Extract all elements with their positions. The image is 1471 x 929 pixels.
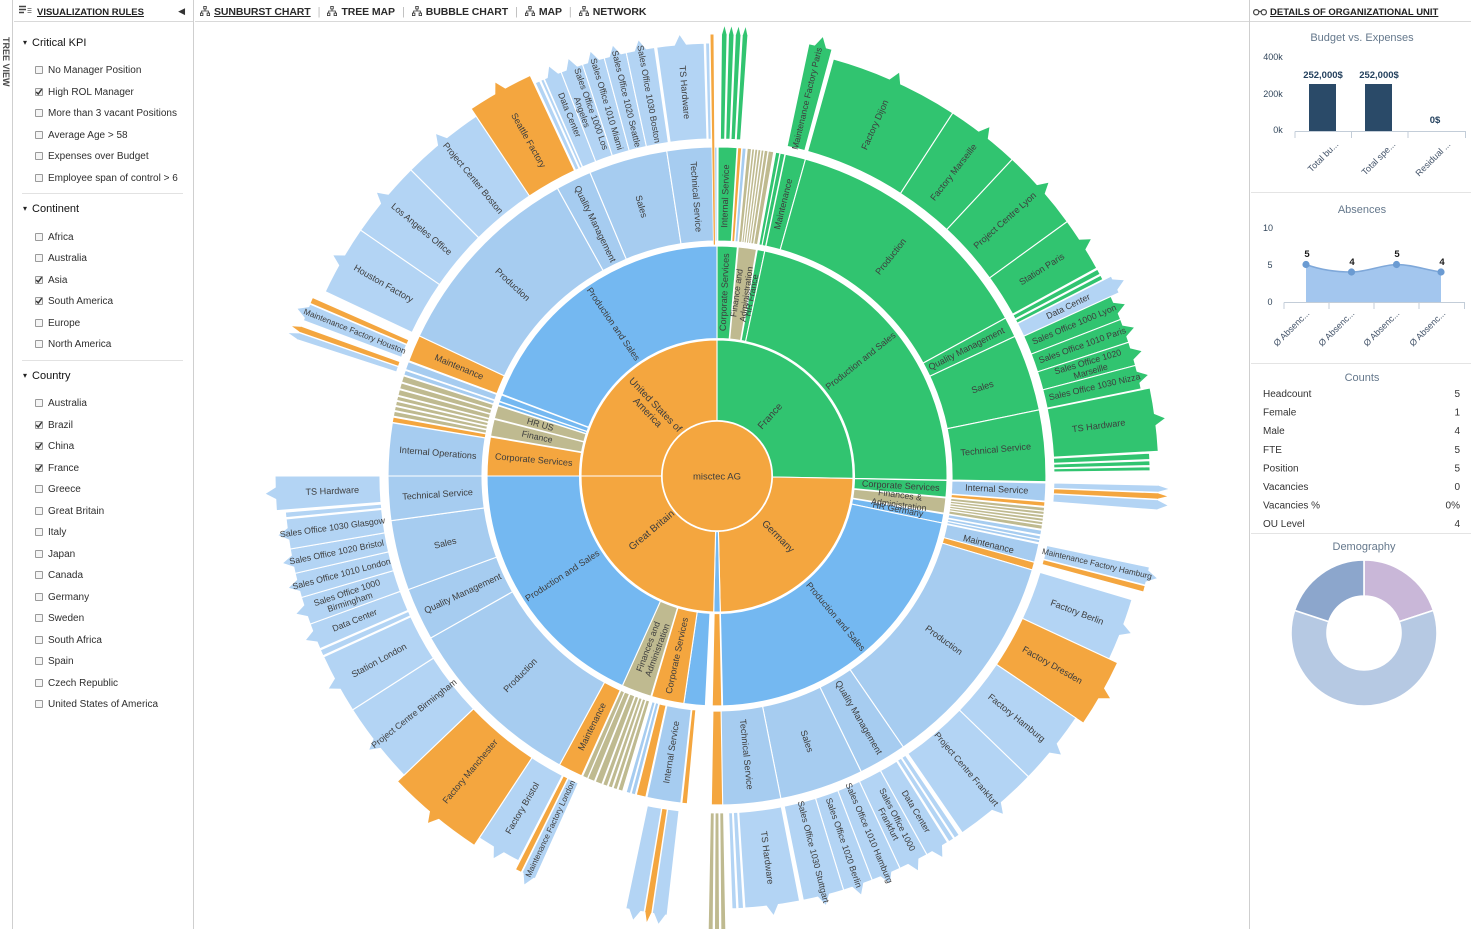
svg-text:OU Level: OU Level	[1263, 519, 1305, 530]
svg-text:5: 5	[1454, 389, 1460, 400]
svg-text:252,000$: 252,000$	[1359, 70, 1399, 81]
svg-text:200k: 200k	[1263, 89, 1283, 99]
svg-text:Ø Absenc...: Ø Absenc...	[1316, 308, 1356, 348]
svg-text:5: 5	[1394, 249, 1400, 260]
svg-text:Total bu...: Total bu...	[1306, 139, 1341, 174]
svg-text:5: 5	[1304, 249, 1310, 260]
svg-text:Total spe...: Total spe...	[1360, 139, 1398, 177]
svg-text:Residual ...: Residual ...	[1414, 139, 1453, 178]
svg-text:5: 5	[1267, 260, 1272, 270]
svg-text:4: 4	[1439, 257, 1445, 268]
svg-text:FTE: FTE	[1263, 445, 1282, 456]
svg-text:Ø Absenc...: Ø Absenc...	[1271, 308, 1311, 348]
svg-text:Position: Position	[1263, 463, 1299, 474]
svg-text:TS Hardware: TS Hardware	[305, 485, 359, 497]
svg-text:Internal Service: Internal Service	[719, 164, 731, 227]
svg-text:Budget vs. Expenses: Budget vs. Expenses	[1310, 32, 1414, 44]
svg-text:1: 1	[1454, 408, 1460, 419]
svg-text:Corporate Services: Corporate Services	[718, 253, 731, 332]
svg-text:0: 0	[1267, 297, 1272, 307]
svg-text:Corporate Services: Corporate Services	[862, 479, 941, 493]
svg-text:Internal Service: Internal Service	[965, 483, 1029, 496]
svg-text:4: 4	[1454, 426, 1460, 437]
svg-text:misctec AG: misctec AG	[693, 472, 741, 483]
svg-text:Demography: Demography	[1333, 541, 1396, 553]
svg-text:5: 5	[1454, 445, 1460, 456]
svg-text:Vacancies: Vacancies	[1263, 482, 1308, 493]
svg-text:0k: 0k	[1273, 125, 1283, 135]
svg-text:Female: Female	[1263, 408, 1297, 419]
svg-text:Male: Male	[1263, 426, 1285, 437]
svg-text:Vacancies %: Vacancies %	[1263, 501, 1320, 512]
svg-text:Counts: Counts	[1345, 372, 1380, 384]
svg-text:0%: 0%	[1446, 501, 1461, 512]
svg-text:400k: 400k	[1263, 52, 1283, 62]
svg-text:0: 0	[1454, 482, 1460, 493]
svg-text:Headcount: Headcount	[1263, 389, 1312, 400]
svg-text:Ø Absenc...: Ø Absenc...	[1407, 308, 1447, 348]
svg-text:4: 4	[1454, 519, 1460, 530]
svg-text:10: 10	[1263, 223, 1273, 233]
svg-text:5: 5	[1454, 463, 1460, 474]
svg-text:0$: 0$	[1430, 115, 1441, 126]
svg-text:Ø Absenc...: Ø Absenc...	[1361, 308, 1401, 348]
svg-text:TS Hardware: TS Hardware	[677, 65, 692, 119]
svg-text:252,000$: 252,000$	[1303, 70, 1343, 81]
svg-text:Absences: Absences	[1338, 204, 1387, 216]
svg-text:4: 4	[1349, 257, 1355, 268]
svg-text:Technical Service: Technical Service	[402, 487, 473, 502]
